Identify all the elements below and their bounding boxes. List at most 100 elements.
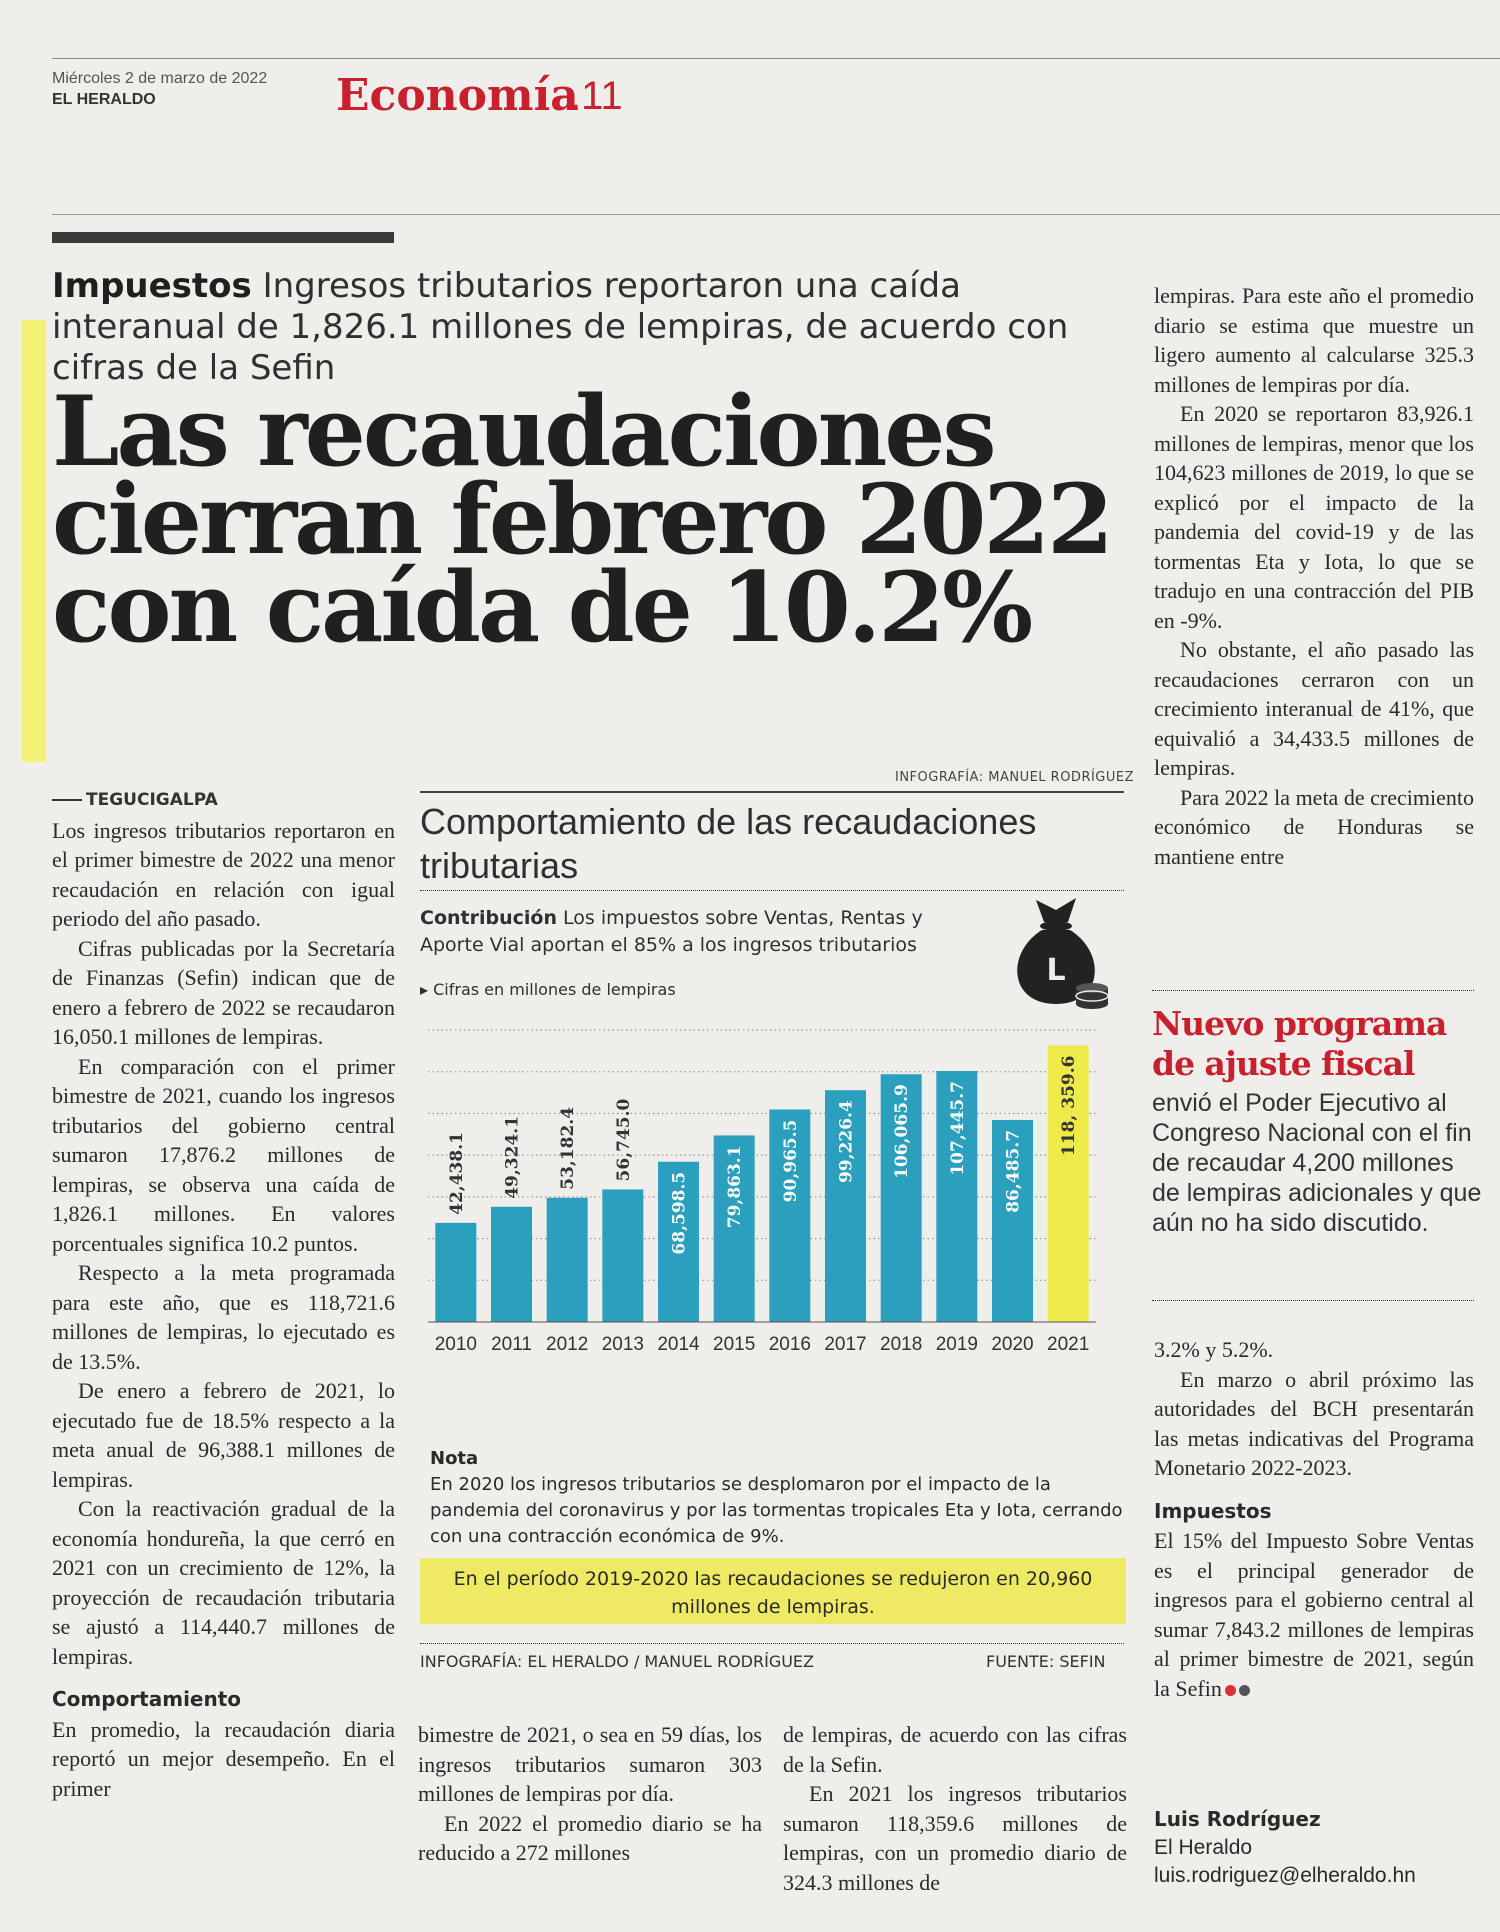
top-rule xyxy=(52,58,1500,59)
paragraph: En comparación con el primer bimestre de… xyxy=(52,1053,395,1256)
x-tick-label: 2021 xyxy=(1047,1334,1089,1355)
paragraph: De enero a febrero de 2021, lo ejecutado… xyxy=(52,1378,395,1492)
infographic-title: Comportamiento de las recaudaciones trib… xyxy=(420,801,1037,886)
paragraph: Con la reactivación gradual de la econom… xyxy=(52,1496,395,1669)
bar-2020 xyxy=(992,1119,1033,1322)
value-label-2016: 90,965.5 xyxy=(781,1120,801,1203)
units-note: ▸ Cifras en millones de lempiras xyxy=(420,980,676,999)
paragraph-final: El 15% del Impuesto Sobre Ventas es el p… xyxy=(1154,1526,1474,1703)
paragraph: En 2022 el promedio diario se ha reducid… xyxy=(418,1810,762,1866)
svg-text:L: L xyxy=(1046,953,1065,988)
bar-2015 xyxy=(713,1135,755,1322)
infographic-footer-rule xyxy=(420,1643,1124,1644)
tax-revenue-bar-chart: 42,438.1 2010 49,324.1 2011 53,182.4 2012 56,7… xyxy=(428,1029,1096,1355)
header-rule xyxy=(52,214,1500,215)
value-label-2020: 86,485.7 xyxy=(1004,1130,1024,1213)
paragraph: de lempiras, de acuerdo con las cifras d… xyxy=(783,1722,1127,1777)
infographic-contribution: Contribución Los impuestos sobre Ventas,… xyxy=(420,905,990,959)
note-text: En 2020 los ingresos tributarios se desp… xyxy=(430,1474,1123,1547)
paragraph: En marzo o abril próximo las autoridades… xyxy=(1154,1366,1474,1481)
value-label-2018: 106,065.9 xyxy=(892,1084,912,1179)
paragraph: Cifras publicadas por la Secretaría de F… xyxy=(52,935,395,1050)
value-label-2010: 42,438.1 xyxy=(447,1132,467,1215)
section-title: Economía xyxy=(336,70,579,121)
bar-2017 xyxy=(825,1090,866,1322)
byline-author: Luis Rodríguez xyxy=(1154,1807,1321,1831)
bar-2013 xyxy=(602,1189,644,1322)
bar-2010 xyxy=(435,1222,477,1322)
bar-2019 xyxy=(936,1071,978,1322)
highlight-callout: En el período 2019-2020 las recaudacione… xyxy=(420,1558,1126,1624)
issue-date: Miércoles 2 de marzo de 2022 xyxy=(52,70,268,87)
x-tick-label: 2016 xyxy=(769,1334,811,1355)
article-column-4: lempiras. Para este año el promedio diar… xyxy=(1154,281,1474,871)
infographic-credit: INFOGRAFÍA: EL HERALDO / MANUEL RODRÍGUE… xyxy=(420,1652,814,1671)
paragraph: En 2020 se reportaron 83,926.1 millones … xyxy=(1154,401,1474,633)
paragraph: Los ingresos tributarios reportaron en e… xyxy=(52,817,395,932)
newspaper-name: EL HERALDO xyxy=(52,91,156,108)
value-label-2012: 53,182.4 xyxy=(558,1107,578,1190)
infographic-divider xyxy=(420,890,1124,891)
article-top-bar xyxy=(52,232,394,243)
value-label-2019: 107,445.7 xyxy=(948,1081,968,1176)
byline-paper: El Heraldo xyxy=(1154,1836,1253,1859)
bar-2018 xyxy=(880,1074,922,1322)
bar-2014 xyxy=(658,1161,699,1322)
paragraph: No obstante, el año pasado las recaudaci… xyxy=(1154,637,1474,780)
sidebar-box-rule-top xyxy=(1152,990,1474,991)
value-label-2015: 79,863.1 xyxy=(725,1145,745,1228)
article-column-1: TEGUCIGALPA Los ingresos tributarios rep… xyxy=(52,783,395,1803)
value-label-2021: 118, 359.6 xyxy=(1059,1056,1079,1157)
contribution-text: Los impuestos sobre Ventas, Rentas y Apo… xyxy=(420,907,923,956)
headline: Las recaudaciones cierran febrero 2022 c… xyxy=(52,375,1114,664)
value-label-2011: 49,324.1 xyxy=(503,1116,523,1199)
value-label-2013: 56,745.0 xyxy=(614,1098,634,1181)
x-tick-label: 2020 xyxy=(991,1334,1033,1355)
x-tick-label: 2015 xyxy=(713,1334,755,1355)
paragraph: 3.2% y 5.2%. xyxy=(1154,1337,1274,1362)
paragraph-text: El 15% del Impuesto Sobre Ventas es el p… xyxy=(1154,1528,1474,1701)
page-number: .11 xyxy=(570,74,623,118)
article-column-2: bimestre de 2021, o sea en 59 días, los … xyxy=(418,1720,762,1868)
x-tick-label: 2013 xyxy=(602,1334,644,1355)
contribution-label: Contribución xyxy=(420,907,557,929)
sidebar-box-title: Nuevo programa de ajuste fiscal xyxy=(1152,1004,1447,1083)
bar-2012 xyxy=(546,1197,588,1322)
article-column-4-continued: 3.2% y 5.2%. En marzo o abril próximo la… xyxy=(1154,1335,1474,1703)
value-label-2014: 68,598.5 xyxy=(670,1172,690,1255)
bar-2011 xyxy=(491,1206,532,1322)
bar-2016 xyxy=(769,1109,811,1322)
dateline: TEGUCIGALPA xyxy=(52,786,218,816)
x-tick-label: 2010 xyxy=(435,1334,477,1355)
sidebar-box-rule-bottom xyxy=(1152,1300,1474,1301)
highlighter-mark xyxy=(22,320,46,762)
deck-kicker: Impuestos xyxy=(52,266,252,306)
end-mark-dot-red xyxy=(1224,1684,1236,1696)
money-bag-icon: L xyxy=(1017,898,1109,1009)
x-tick-label: 2012 xyxy=(546,1334,588,1355)
x-tick-label: 2017 xyxy=(824,1334,866,1355)
paragraph: lempiras. Para este año el promedio diar… xyxy=(1154,283,1474,397)
x-tick-label: 2011 xyxy=(491,1334,532,1355)
units-note-text: Cifras en millones de lempiras xyxy=(433,980,676,999)
x-tick-label: 2019 xyxy=(936,1334,978,1355)
deck-text: Ingresos tributarios reportaron una caíd… xyxy=(52,266,1069,388)
infographic-source: FUENTE: SEFIN xyxy=(986,1652,1106,1671)
value-label-2017: 99,226.4 xyxy=(837,1100,857,1183)
article-deck: Impuestos Ingresos tributarios reportaro… xyxy=(52,266,1132,389)
end-mark-dot-gray xyxy=(1238,1684,1250,1696)
note-label: Nota xyxy=(430,1448,479,1469)
paragraph: En promedio, la recaudación diaria repor… xyxy=(52,1716,395,1801)
paragraph: Respecto a la meta programada para este … xyxy=(52,1260,395,1374)
infographic-rule xyxy=(420,791,1124,793)
paragraph: Para 2022 la meta de crecimiento económi… xyxy=(1154,784,1474,869)
x-tick-label: 2018 xyxy=(880,1334,922,1355)
x-tick-label: 2014 xyxy=(657,1334,700,1355)
paragraph: bimestre de 2021, o sea en 59 días, los … xyxy=(418,1722,762,1806)
subheading: Comportamiento xyxy=(52,1687,242,1711)
paragraph: En 2021 los ingresos tributarios sumaron… xyxy=(783,1781,1127,1895)
subheading: Impuestos xyxy=(1154,1498,1272,1523)
bar-2021 xyxy=(1047,1045,1089,1322)
article-column-3: de lempiras, de acuerdo con las cifras d… xyxy=(783,1720,1127,1897)
byline-email: luis.rodriguez@elheraldo.hn xyxy=(1154,1864,1416,1887)
